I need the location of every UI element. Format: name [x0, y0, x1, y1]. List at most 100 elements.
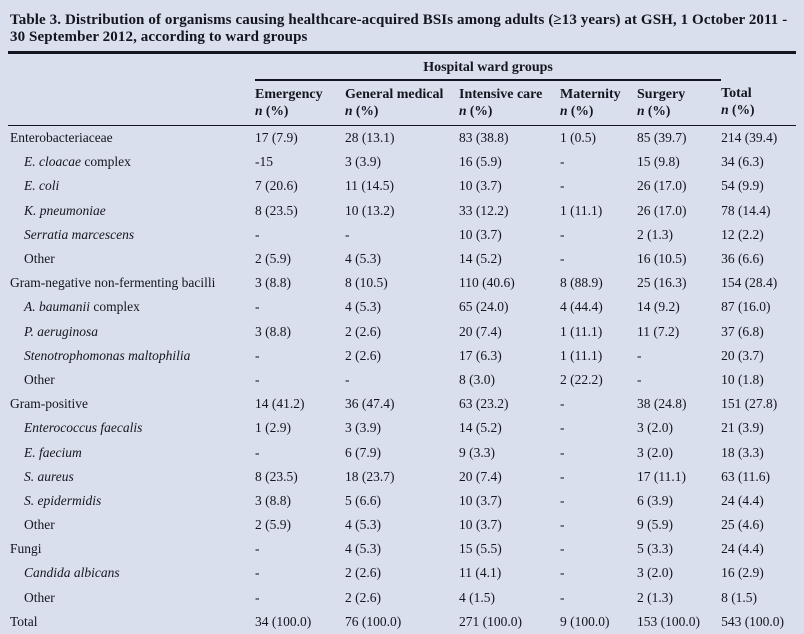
value-cell: 25 (16.3) — [637, 275, 687, 291]
value-cell: 63 (11.6) — [721, 468, 771, 484]
value-cell: 17 (6.3) — [459, 347, 502, 363]
title-divider-rule — [8, 51, 796, 54]
value-cell: 26 (17.0) — [637, 178, 687, 194]
value-cell: 2 (2.6) — [345, 565, 381, 581]
value-cell: 4 (5.3) — [345, 251, 381, 267]
value-cell: 8 (3.0) — [459, 371, 495, 387]
value-cell: 34 (6.3) — [721, 154, 764, 170]
value-cell: 5 (6.6) — [345, 492, 381, 508]
value-cell: - — [560, 565, 565, 581]
column-label: Intensive care — [459, 87, 543, 102]
value-cell: 17 (7.9) — [255, 130, 298, 146]
column-label: General medical — [345, 87, 444, 102]
value-cell: 543 (100.0) — [721, 613, 785, 629]
table-row: Other - 2 (2.6) 4 (1.5) - 2 (1.3) 8 (1.5) — [8, 586, 796, 610]
table-row: Gram-positive 14 (41.2) 36 (47.4) 63 (23.2)… — [8, 392, 796, 416]
value-cell: - — [345, 226, 350, 242]
value-cell: - — [560, 396, 565, 412]
value-cell: 6 (3.9) — [637, 492, 673, 508]
value-cell: 12 (2.2) — [721, 226, 764, 242]
table-row: Enterobacteriaceae 17 (7.9) 28 (13.1) 83 (3… — [8, 126, 796, 151]
value-cell: 2 (2.6) — [345, 323, 381, 339]
table-row: E. faecium - 6 (7.9) 9 (3.3) - 3 (2.0) 18 (3.3… — [8, 440, 796, 464]
value-cell: 3 (2.0) — [637, 444, 673, 460]
group-header-row: Hospital ward groups — [8, 54, 796, 81]
table-row: Stenotrophomonas maltophilia - 2 (2.6) 17 (… — [8, 344, 796, 368]
value-cell: 4 (5.3) — [345, 517, 381, 533]
column-header-intensive-care: Intensive care n (%) — [459, 80, 560, 126]
value-cell: -15 — [255, 154, 273, 170]
value-cell: 78 (14.4) — [721, 202, 771, 218]
value-cell: 11 (4.1) — [459, 565, 502, 581]
value-cell: 1 (11.1) — [560, 323, 603, 339]
table-row: Enterococcus faecalis 1 (2.9) 3 (3.9) 14 (5… — [8, 416, 796, 440]
value-cell: 11 (7.2) — [637, 323, 680, 339]
column-subheader: n (%) — [459, 103, 493, 118]
column-label: Surgery — [637, 87, 686, 102]
value-cell: - — [560, 589, 565, 605]
organism-label: K. pneumoniae — [24, 202, 106, 218]
value-cell: - — [637, 347, 642, 363]
value-cell: 85 (39.7) — [637, 130, 687, 146]
organism-label: Fungi — [10, 541, 42, 557]
column-subheader: n (%) — [345, 103, 379, 118]
value-cell: 2 (5.9) — [255, 517, 291, 533]
value-cell: 10 (3.7) — [459, 226, 502, 242]
value-cell: - — [560, 251, 565, 267]
value-cell: 8 (1.5) — [721, 589, 758, 605]
value-cell: 63 (23.2) — [459, 396, 509, 412]
value-cell: 15 (5.5) — [459, 541, 502, 557]
value-cell: 10 (3.7) — [459, 517, 502, 533]
table-row: K. pneumoniae 8 (23.5) 10 (13.2) 33 (12.2) 1… — [8, 199, 796, 223]
column-subheader: n (%) — [255, 103, 289, 118]
organism-label: Other — [24, 251, 55, 267]
table-row: Serratia marcescens - - 10 (3.7) - 2 (1.3) 12 … — [8, 223, 796, 247]
table-title-line1: Table 3. Distribution of organisms causi… — [10, 12, 788, 28]
value-cell: 37 (6.8) — [721, 323, 764, 339]
value-cell: 18 (3.3) — [721, 444, 764, 460]
value-cell: 83 (38.8) — [459, 130, 509, 146]
value-cell: 8 (23.5) — [255, 202, 298, 218]
value-cell: 4 (44.4) — [560, 299, 603, 315]
table-row: Gram-negative non-fermenting bacilli 3 (8… — [8, 271, 796, 295]
value-cell: 2 (2.6) — [345, 589, 381, 605]
organism-distribution-table: Hospital ward groups Emergency n (%) Gener… — [8, 54, 797, 634]
value-cell: - — [255, 226, 260, 242]
organism-label: Stenotrophomonas maltophilia — [24, 347, 191, 363]
value-cell: 10 (13.2) — [345, 202, 395, 218]
value-cell: - — [560, 492, 565, 508]
value-cell: 34 (100.0) — [255, 613, 312, 629]
value-cell: 2 (2.6) — [345, 347, 381, 363]
value-cell: - — [560, 154, 565, 170]
value-cell: 20 (7.4) — [459, 323, 502, 339]
organism-label: Candida albicans — [24, 565, 120, 581]
value-cell: 36 (6.6) — [721, 251, 764, 267]
organism-label: Gram-negative non-fermenting bacilli — [10, 275, 216, 291]
value-cell: 25 (4.6) — [721, 517, 764, 533]
value-cell: 14 (9.2) — [637, 299, 680, 315]
organism-label: Other — [24, 371, 55, 387]
value-cell: - — [255, 589, 260, 605]
value-cell: - — [255, 371, 260, 387]
value-cell: 10 (3.7) — [459, 492, 502, 508]
organism-label: E. cloacae complex — [24, 154, 131, 170]
table-row: Other 2 (5.9) 4 (5.3) 14 (5.2) - 16 (10.5) 36 … — [8, 247, 796, 271]
organism-column-header — [8, 80, 255, 126]
table-row: Candida albicans - 2 (2.6) 11 (4.1) - 3 (2.0)… — [8, 561, 796, 585]
value-cell: 3 (2.0) — [637, 420, 673, 436]
value-cell: 36 (47.4) — [345, 396, 395, 412]
value-cell: 153 (100.0) — [637, 613, 700, 629]
value-cell: - — [560, 444, 565, 460]
value-cell: 24 (4.4) — [721, 541, 764, 557]
table-row: A. baumanii complex - 4 (5.3) 65 (24.0) 4 (4… — [8, 295, 796, 319]
value-cell: 6 (7.9) — [345, 444, 381, 460]
column-header-emergency: Emergency n (%) — [255, 80, 345, 126]
value-cell: 7 (20.6) — [255, 178, 298, 194]
value-cell: - — [560, 468, 565, 484]
value-cell: 14 (5.2) — [459, 251, 502, 267]
value-cell: 11 (14.5) — [345, 178, 394, 194]
value-cell: 16 (10.5) — [637, 251, 687, 267]
value-cell: 9 (5.9) — [637, 517, 673, 533]
table-body: Enterobacteriaceae 17 (7.9) 28 (13.1) 83 (3… — [8, 126, 796, 634]
value-cell: 8 (88.9) — [560, 275, 603, 291]
